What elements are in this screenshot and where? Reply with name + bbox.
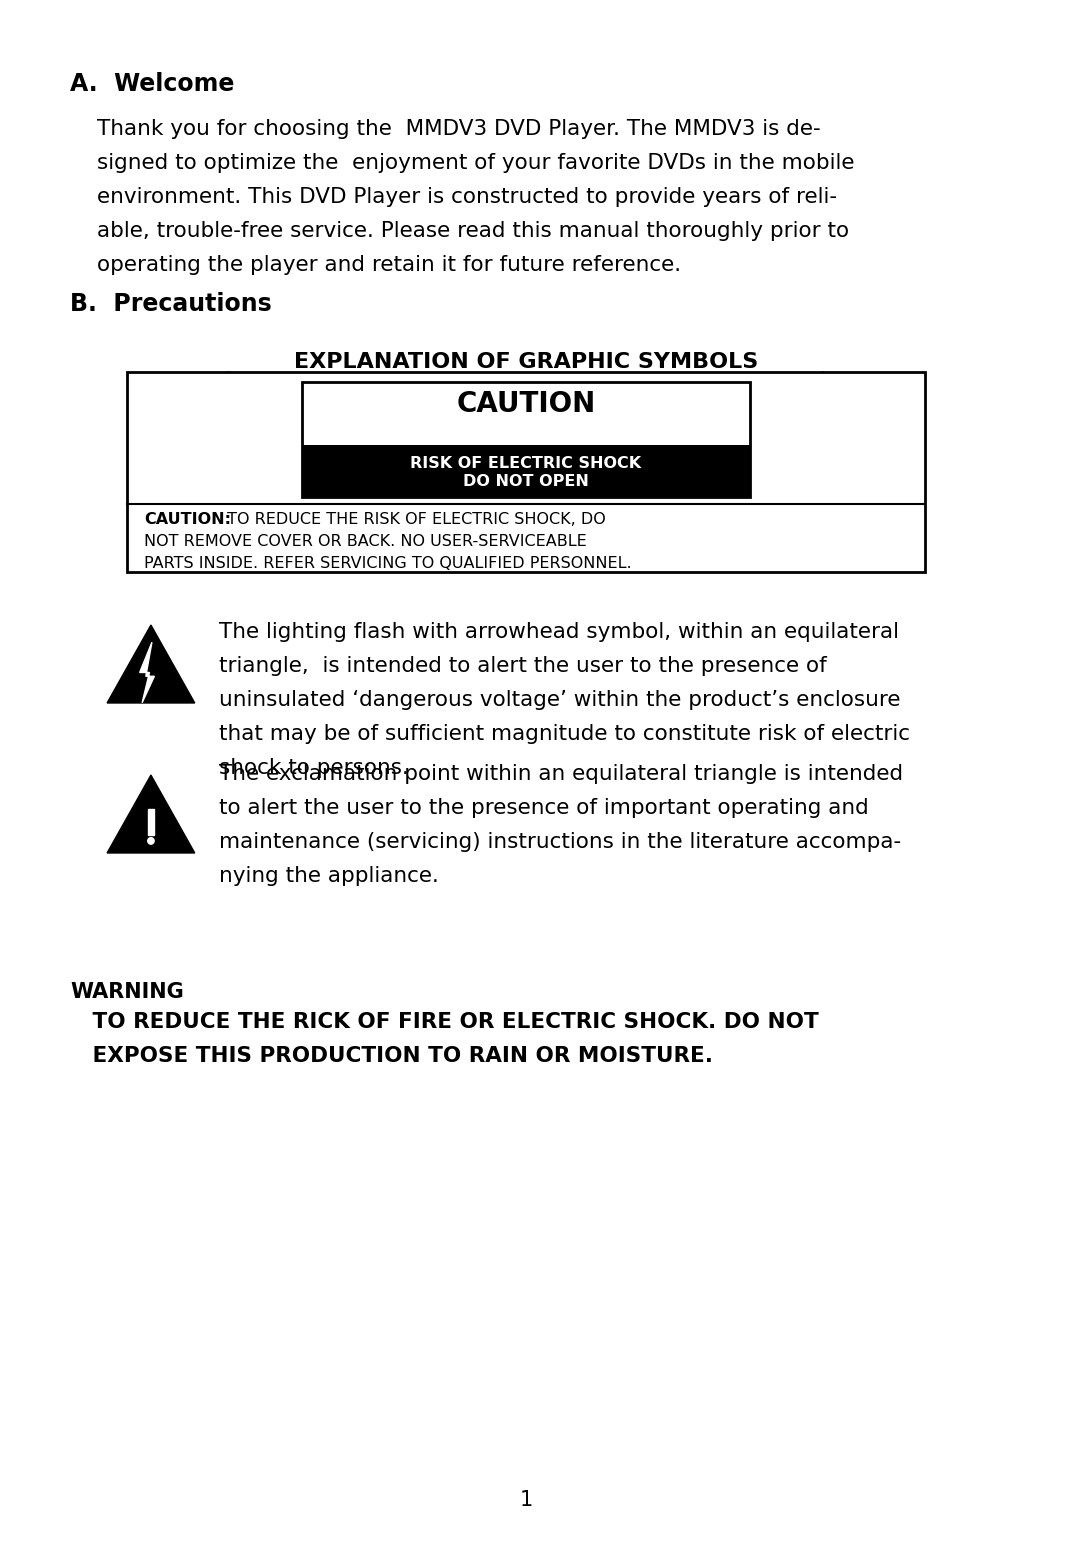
Text: maintenance (servicing) instructions in the literature accompa-: maintenance (servicing) instructions in … xyxy=(219,833,901,851)
Text: The exclamation point within an equilateral triangle is intended: The exclamation point within an equilate… xyxy=(219,764,903,784)
Polygon shape xyxy=(772,372,874,462)
Text: RISK OF ELECTRIC SHOCK: RISK OF ELECTRIC SHOCK xyxy=(410,456,642,470)
Text: shock to persons.: shock to persons. xyxy=(219,758,409,778)
Text: environment. This DVD Player is constructed to provide years of reli-: environment. This DVD Player is construc… xyxy=(97,187,837,208)
Text: 1: 1 xyxy=(519,1490,532,1510)
Text: Thank you for choosing the  MMDV3 DVD Player. The MMDV3 is de-: Thank you for choosing the MMDV3 DVD Pla… xyxy=(97,119,821,139)
Circle shape xyxy=(148,837,154,843)
Polygon shape xyxy=(107,775,194,853)
Text: operating the player and retain it for future reference.: operating the player and retain it for f… xyxy=(97,255,681,275)
FancyBboxPatch shape xyxy=(126,372,926,572)
Text: The lighting flash with arrowhead symbol, within an equilateral: The lighting flash with arrowhead symbol… xyxy=(219,622,899,642)
Polygon shape xyxy=(107,625,194,703)
Circle shape xyxy=(819,445,826,453)
Polygon shape xyxy=(139,642,154,703)
Text: nying the appliance.: nying the appliance. xyxy=(219,865,438,886)
Text: signed to optimize the  enjoyment of your favorite DVDs in the mobile: signed to optimize the enjoyment of your… xyxy=(97,153,855,173)
Text: to alert the user to the presence of important operating and: to alert the user to the presence of imp… xyxy=(219,798,868,818)
Text: PARTS INSIDE. REFER SERVICING TO QUALIFIED PERSONNEL.: PARTS INSIDE. REFER SERVICING TO QUALIFI… xyxy=(144,556,632,572)
Text: CAUTION: CAUTION xyxy=(456,390,595,419)
Text: TO REDUCE THE RICK OF FIRE OR ELECTRIC SHOCK. DO NOT: TO REDUCE THE RICK OF FIRE OR ELECTRIC S… xyxy=(70,1012,819,1032)
Text: A.  Welcome: A. Welcome xyxy=(70,72,234,95)
Text: uninsulated ‘dangerous voltage’ within the product’s enclosure: uninsulated ‘dangerous voltage’ within t… xyxy=(219,690,901,711)
Text: B.  Precautions: B. Precautions xyxy=(70,292,272,316)
Text: EXPLANATION OF GRAPHIC SYMBOLS: EXPLANATION OF GRAPHIC SYMBOLS xyxy=(294,351,758,372)
Polygon shape xyxy=(215,392,232,462)
FancyBboxPatch shape xyxy=(301,383,750,497)
Text: triangle,  is intended to alert the user to the presence of: triangle, is intended to alert the user … xyxy=(219,656,827,676)
Polygon shape xyxy=(178,372,280,462)
Text: DO NOT OPEN: DO NOT OPEN xyxy=(463,473,589,489)
Text: able, trouble-free service. Please read this manual thoroughly prior to: able, trouble-free service. Please read … xyxy=(97,220,850,241)
Bar xyxy=(820,412,826,442)
Text: CAUTION:: CAUTION: xyxy=(144,512,231,526)
Text: TO REDUCE THE RISK OF ELECTRIC SHOCK, DO: TO REDUCE THE RISK OF ELECTRIC SHOCK, DO xyxy=(222,512,606,526)
Text: that may be of sufficient magnitude to constitute risk of electric: that may be of sufficient magnitude to c… xyxy=(219,725,910,744)
FancyBboxPatch shape xyxy=(301,445,750,497)
Text: WARNING: WARNING xyxy=(70,982,184,1001)
Text: EXPOSE THIS PRODUCTION TO RAIN OR MOISTURE.: EXPOSE THIS PRODUCTION TO RAIN OR MOISTU… xyxy=(70,1047,713,1065)
Bar xyxy=(148,809,153,834)
Text: NOT REMOVE COVER OR BACK. NO USER-SERVICEABLE: NOT REMOVE COVER OR BACK. NO USER-SERVIC… xyxy=(144,534,586,548)
